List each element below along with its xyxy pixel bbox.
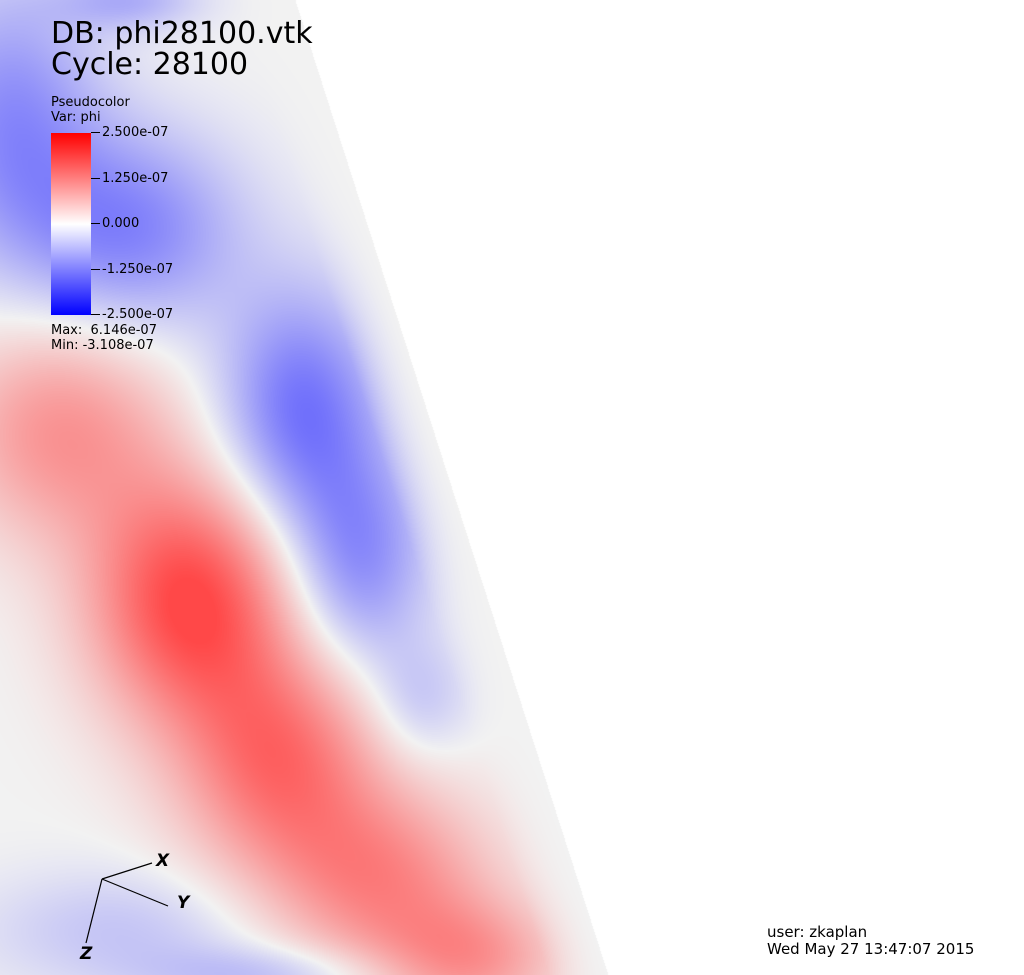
- legend-variable: Var: phi: [51, 110, 101, 125]
- colorbar-tick-label: 2.500e-07: [91, 126, 168, 140]
- database-title: DB: phi28100.vtk: [51, 16, 313, 51]
- user-info: user: zkaplan Wed May 27 13:47:07 2015: [767, 924, 974, 958]
- axis-y-label: Y: [177, 893, 190, 913]
- timestamp: Wed May 27 13:47:07 2015: [767, 940, 975, 958]
- colorbar: [51, 133, 91, 315]
- user-name: user: zkaplan: [767, 923, 868, 941]
- legend-plot-type: Pseudocolor: [51, 95, 130, 110]
- axis-triad: X Y Z: [60, 845, 220, 970]
- legend-min-value: Min: -3.108e-07: [51, 338, 154, 353]
- colorbar-tick-label: 0.000: [91, 217, 139, 231]
- axis-z-label: Z: [80, 944, 93, 964]
- legend-max-value: Max: 6.146e-07: [51, 323, 157, 338]
- colorbar-tick-label: 1.250e-07: [91, 172, 168, 186]
- colorbar-tick-label: -1.250e-07: [91, 263, 173, 277]
- cycle-title: Cycle: 28100: [51, 47, 249, 82]
- axis-x-label: X: [156, 851, 170, 871]
- axis-triad-lines: [85, 862, 169, 944]
- colorbar-tick-label: -2.500e-07: [91, 308, 173, 322]
